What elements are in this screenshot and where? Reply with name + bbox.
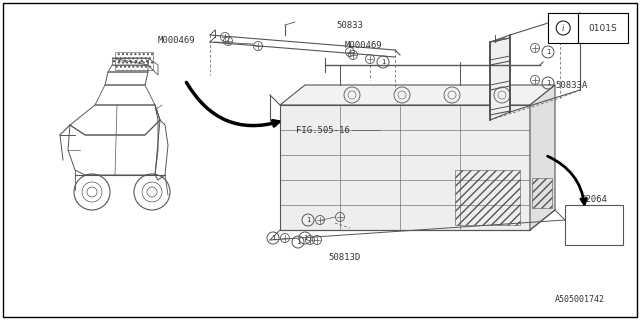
Bar: [548, 13, 628, 43]
Text: 82064: 82064: [580, 196, 607, 204]
Polygon shape: [530, 85, 555, 230]
Text: 1: 1: [381, 59, 385, 65]
Text: 1: 1: [271, 235, 275, 241]
Polygon shape: [280, 85, 555, 105]
Text: 50833: 50833: [337, 20, 364, 29]
Polygon shape: [280, 105, 530, 230]
Bar: [115, 52, 153, 70]
Text: A505001742: A505001742: [555, 295, 605, 305]
Text: 1: 1: [546, 49, 550, 55]
Text: 1: 1: [306, 217, 310, 223]
Text: 1: 1: [546, 80, 550, 86]
Text: 1: 1: [303, 235, 307, 241]
Text: FIG.505-16: FIG.505-16: [296, 125, 350, 134]
Bar: [532, 178, 552, 208]
Text: 50833A: 50833A: [556, 81, 588, 90]
Text: 0101S: 0101S: [588, 23, 617, 33]
Polygon shape: [490, 35, 510, 120]
Text: M000469: M000469: [157, 36, 195, 44]
Text: 50813D: 50813D: [329, 253, 361, 262]
Bar: [565, 205, 623, 245]
Bar: [455, 170, 520, 225]
Text: i: i: [562, 23, 564, 33]
Text: M000469: M000469: [345, 41, 383, 50]
Text: 1: 1: [296, 239, 300, 245]
